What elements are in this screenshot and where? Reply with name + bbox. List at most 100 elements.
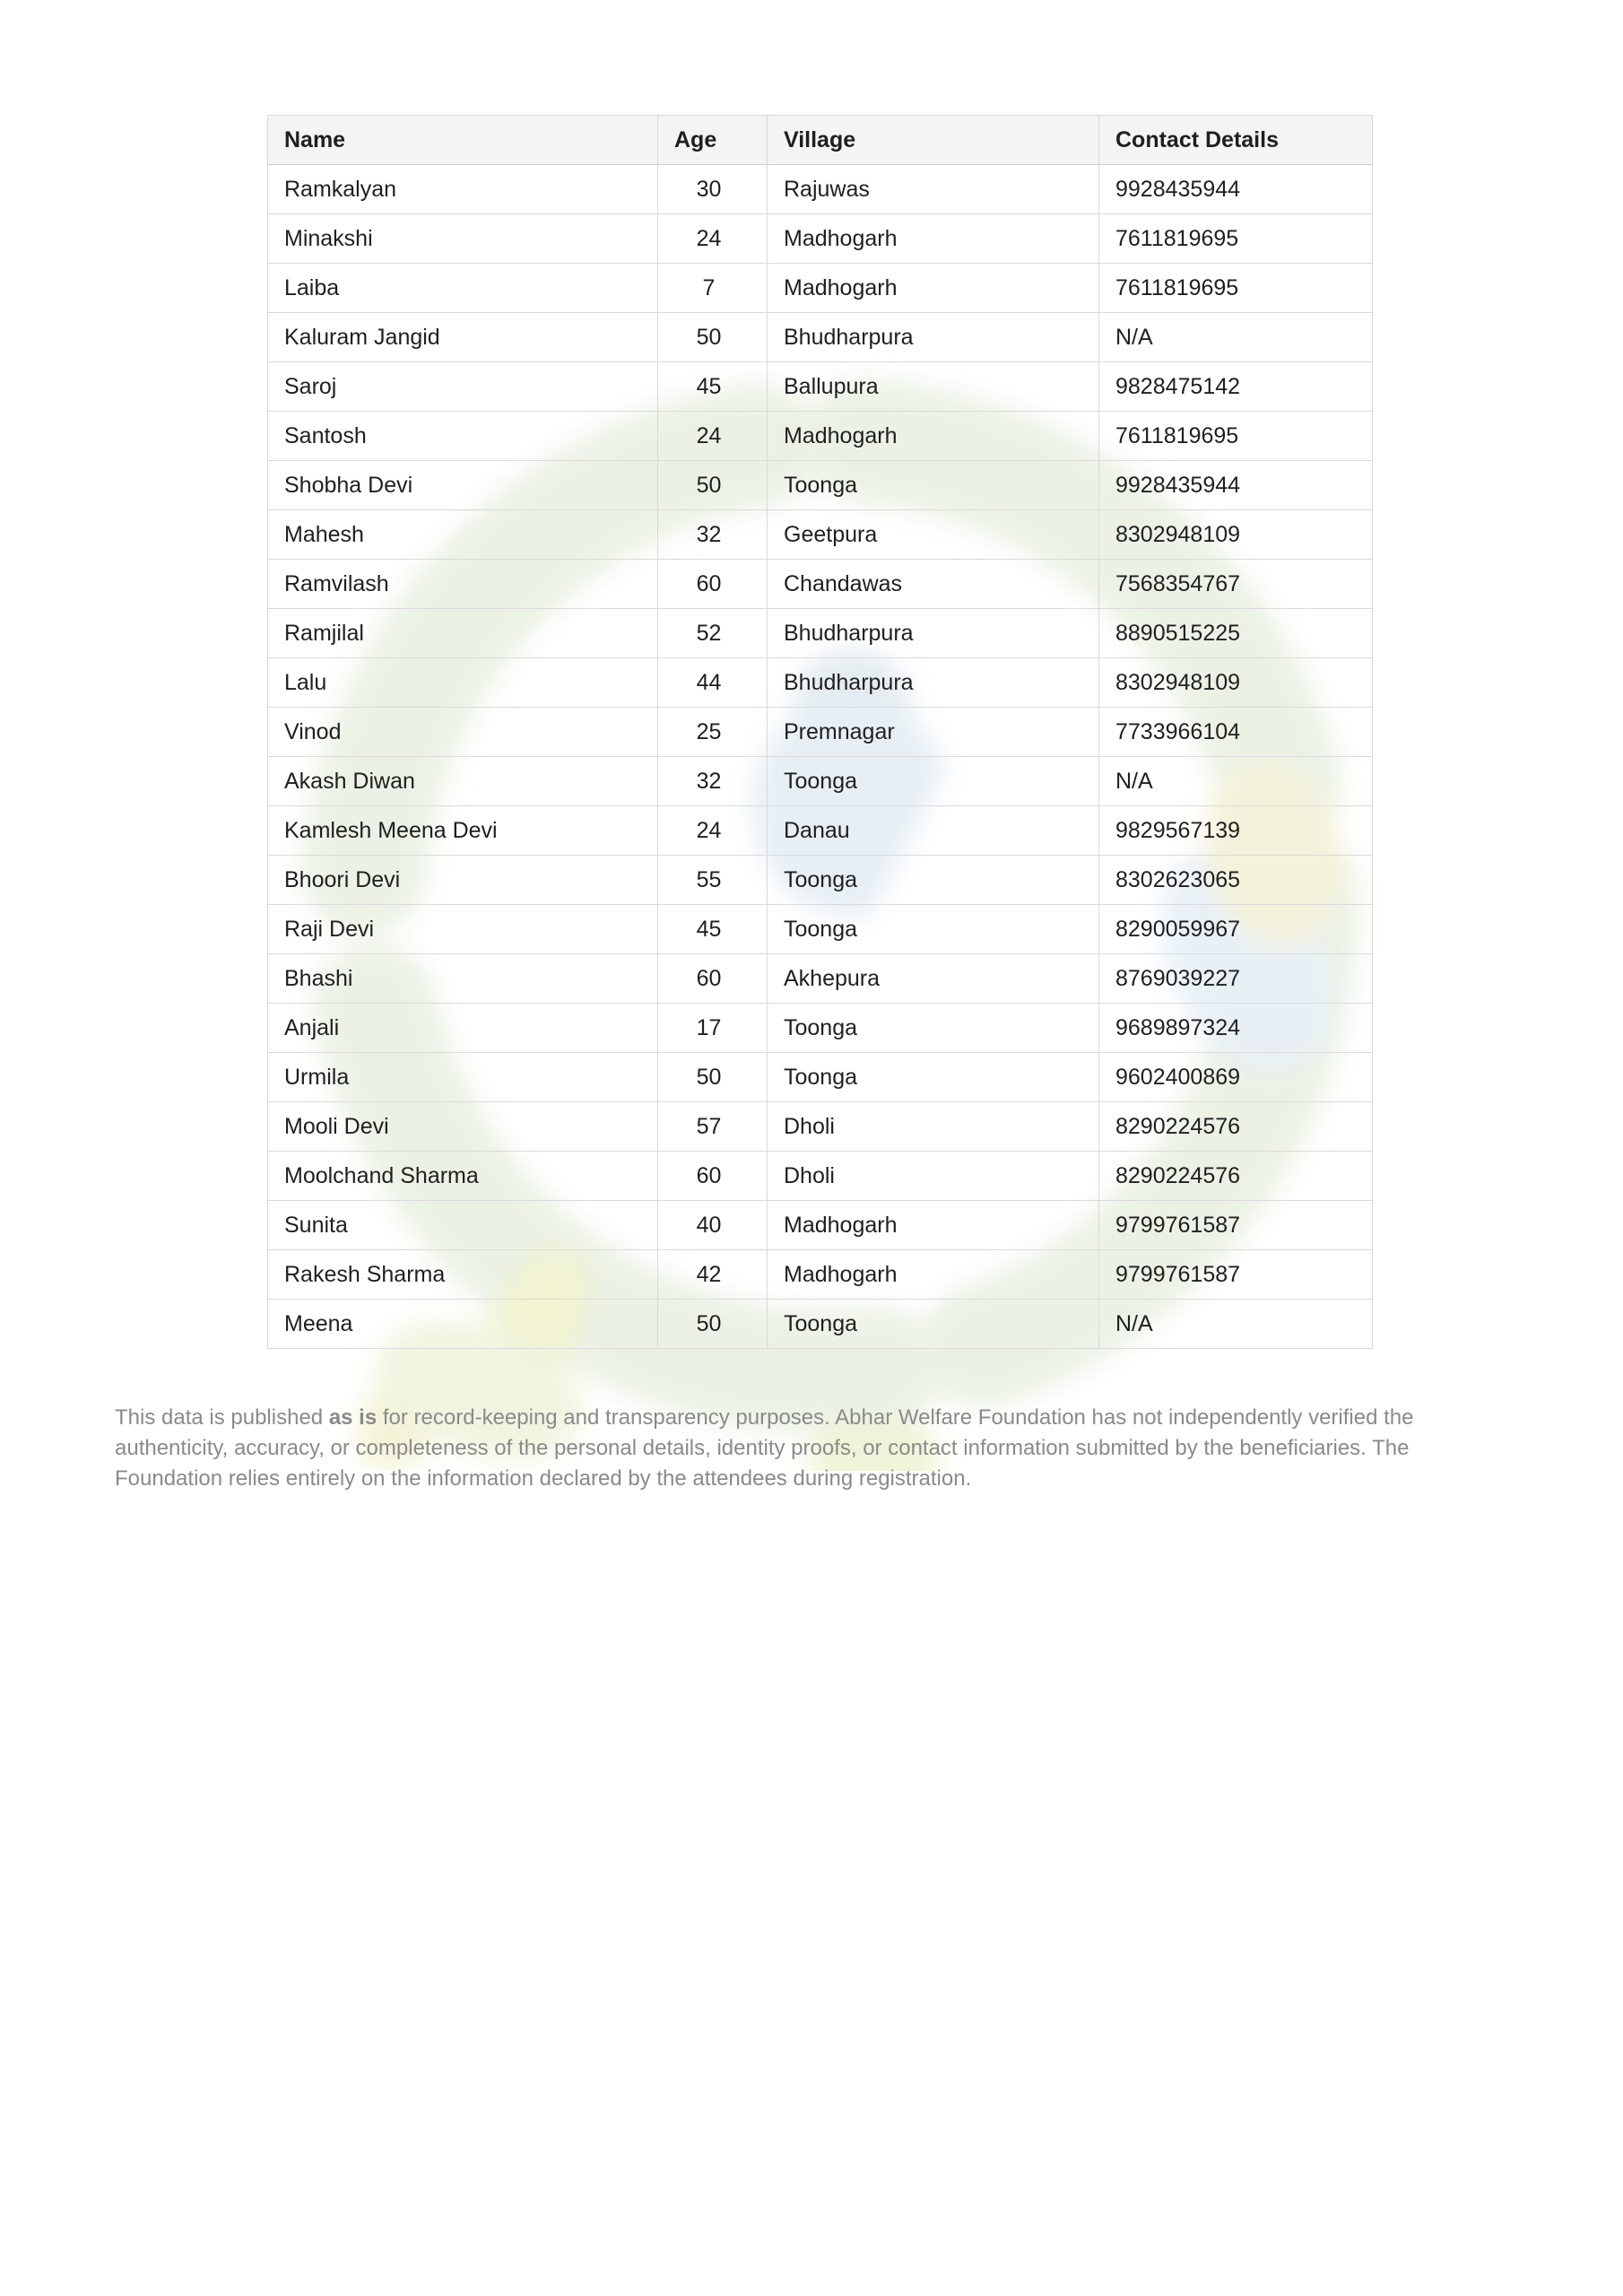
beneficiary-table-container: Name Age Village Contact Details Ramkaly…: [267, 115, 1373, 1349]
name-cell: Lalu: [267, 657, 658, 708]
table-body: Ramkalyan 30 Rajuwas 9928435944 Minakshi…: [267, 164, 1373, 1349]
table-row: Sunita 40 Madhogarh 9799761587: [267, 1200, 1373, 1250]
village-cell: Toonga: [767, 460, 1099, 510]
contact-cell: 8302948109: [1098, 657, 1373, 708]
village-cell: Ballupura: [767, 361, 1099, 412]
village-cell: Toonga: [767, 855, 1099, 905]
age-cell: 50: [657, 312, 768, 362]
village-cell: Dholi: [767, 1101, 1099, 1152]
age-cell: 44: [657, 657, 768, 708]
name-cell: Ramjilal: [267, 608, 658, 658]
name-cell: Meena: [267, 1299, 658, 1349]
village-cell: Geetpura: [767, 509, 1099, 560]
age-cell: 50: [657, 1299, 768, 1349]
contact-cell: 9829567139: [1098, 805, 1373, 856]
contact-cell: 9799761587: [1098, 1249, 1373, 1300]
age-cell: 42: [657, 1249, 768, 1300]
age-cell: 24: [657, 213, 768, 264]
table-row: Anjali 17 Toonga 9689897324: [267, 1003, 1373, 1053]
table-row: Ramkalyan 30 Rajuwas 9928435944: [267, 164, 1373, 214]
age-cell: 50: [657, 460, 768, 510]
contact-cell: 7611819695: [1098, 263, 1373, 313]
village-cell: Bhudharpura: [767, 608, 1099, 658]
village-cell: Bhudharpura: [767, 312, 1099, 362]
name-cell: Laiba: [267, 263, 658, 313]
age-cell: 32: [657, 756, 768, 806]
disclaimer-prefix: This data is published: [115, 1405, 329, 1430]
village-cell: Chandawas: [767, 559, 1099, 609]
contact-cell: 8890515225: [1098, 608, 1373, 658]
village-cell: Toonga: [767, 904, 1099, 954]
table-row: Vinod 25 Premnagar 7733966104: [267, 707, 1373, 757]
column-header-name: Name: [267, 115, 658, 165]
age-cell: 57: [657, 1101, 768, 1152]
table-row: Bhashi 60 Akhepura 8769039227: [267, 953, 1373, 1004]
disclaimer-as-is: as is: [328, 1405, 378, 1430]
village-cell: Toonga: [767, 1052, 1099, 1102]
age-cell: 32: [657, 509, 768, 560]
village-cell: Toonga: [767, 1299, 1099, 1349]
table-row: Mahesh 32 Geetpura 8302948109: [267, 509, 1373, 560]
column-header-village: Village: [767, 115, 1099, 165]
beneficiary-table: Name Age Village Contact Details Ramkaly…: [267, 115, 1373, 1349]
name-cell: Bhashi: [267, 953, 658, 1004]
contact-cell: 8290059967: [1098, 904, 1373, 954]
contact-cell: N/A: [1098, 1299, 1373, 1349]
name-cell: Raji Devi: [267, 904, 658, 954]
age-cell: 25: [657, 707, 768, 757]
age-cell: 7: [657, 263, 768, 313]
table-header-row: Name Age Village Contact Details: [267, 115, 1373, 165]
village-cell: Madhogarh: [767, 411, 1099, 461]
table-row: Lalu 44 Bhudharpura 8302948109: [267, 657, 1373, 708]
contact-cell: 8290224576: [1098, 1101, 1373, 1152]
table-row: Kaluram Jangid 50 Bhudharpura N/A: [267, 312, 1373, 362]
table-row: Ramvilash 60 Chandawas 7568354767: [267, 559, 1373, 609]
contact-cell: 7611819695: [1098, 411, 1373, 461]
village-cell: Madhogarh: [767, 1200, 1099, 1250]
disclaimer-paragraph: This data is published as is for record-…: [115, 1403, 1462, 1494]
age-cell: 45: [657, 361, 768, 412]
table-row: Urmila 50 Toonga 9602400869: [267, 1052, 1373, 1102]
table-row: Ramjilal 52 Bhudharpura 8890515225: [267, 608, 1373, 658]
contact-cell: 8302623065: [1098, 855, 1373, 905]
contact-cell: 7733966104: [1098, 707, 1373, 757]
age-cell: 30: [657, 164, 768, 214]
table-row: Bhoori Devi 55 Toonga 8302623065: [267, 855, 1373, 905]
age-cell: 17: [657, 1003, 768, 1053]
village-cell: Akhepura: [767, 953, 1099, 1004]
village-cell: Toonga: [767, 756, 1099, 806]
age-cell: 55: [657, 855, 768, 905]
contact-cell: N/A: [1098, 756, 1373, 806]
contact-cell: 8290224576: [1098, 1151, 1373, 1201]
name-cell: Anjali: [267, 1003, 658, 1053]
village-cell: Rajuwas: [767, 164, 1099, 214]
table-row: Mooli Devi 57 Dholi 8290224576: [267, 1101, 1373, 1152]
village-cell: Premnagar: [767, 707, 1099, 757]
contact-cell: 8302948109: [1098, 509, 1373, 560]
table-row: Shobha Devi 50 Toonga 9928435944: [267, 460, 1373, 510]
name-cell: Ramvilash: [267, 559, 658, 609]
table-row: Santosh 24 Madhogarh 7611819695: [267, 411, 1373, 461]
village-cell: Madhogarh: [767, 1249, 1099, 1300]
contact-cell: 9828475142: [1098, 361, 1373, 412]
name-cell: Moolchand Sharma: [267, 1151, 658, 1201]
table-row: Akash Diwan 32 Toonga N/A: [267, 756, 1373, 806]
name-cell: Santosh: [267, 411, 658, 461]
table-row: Meena 50 Toonga N/A: [267, 1299, 1373, 1349]
village-cell: Danau: [767, 805, 1099, 856]
village-cell: Bhudharpura: [767, 657, 1099, 708]
contact-cell: 8769039227: [1098, 953, 1373, 1004]
name-cell: Vinod: [267, 707, 658, 757]
contact-cell: 7611819695: [1098, 213, 1373, 264]
table-row: Raji Devi 45 Toonga 8290059967: [267, 904, 1373, 954]
name-cell: Shobha Devi: [267, 460, 658, 510]
name-cell: Akash Diwan: [267, 756, 658, 806]
age-cell: 60: [657, 953, 768, 1004]
age-cell: 24: [657, 805, 768, 856]
table-row: Kamlesh Meena Devi 24 Danau 9829567139: [267, 805, 1373, 856]
contact-cell: 9602400869: [1098, 1052, 1373, 1102]
contact-cell: 9799761587: [1098, 1200, 1373, 1250]
name-cell: Sunita: [267, 1200, 658, 1250]
name-cell: Kamlesh Meena Devi: [267, 805, 658, 856]
